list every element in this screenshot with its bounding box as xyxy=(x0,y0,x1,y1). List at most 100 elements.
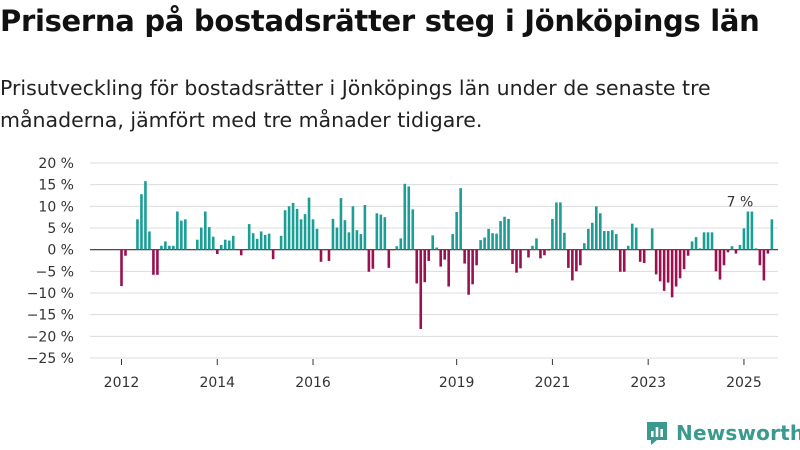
bar xyxy=(363,205,367,250)
x-tick-label: 2014 xyxy=(199,375,235,391)
bar xyxy=(455,211,458,250)
newsworthy-logo[interactable]: Newsworthy xyxy=(645,418,800,448)
bar xyxy=(351,206,355,250)
bar xyxy=(307,197,311,250)
bar xyxy=(682,249,686,270)
bar xyxy=(750,211,754,250)
bar xyxy=(443,249,446,260)
bar xyxy=(327,249,331,261)
bar xyxy=(387,249,391,268)
bar xyxy=(587,228,590,250)
bar xyxy=(702,232,706,250)
bar xyxy=(419,249,423,329)
bar xyxy=(231,235,235,250)
bar xyxy=(535,238,538,250)
bar xyxy=(670,249,674,298)
bar xyxy=(722,249,726,266)
bar xyxy=(383,217,387,250)
x-tick-label: 2025 xyxy=(726,375,762,391)
y-tick-label: −15 % xyxy=(27,308,74,324)
bar xyxy=(227,240,231,250)
bar xyxy=(176,211,179,250)
bar xyxy=(311,219,315,250)
bar xyxy=(658,249,662,282)
bar xyxy=(583,243,586,250)
bar xyxy=(403,183,407,250)
bar xyxy=(710,232,714,250)
bar xyxy=(579,249,582,266)
bar xyxy=(315,228,319,250)
bar xyxy=(527,249,530,258)
bar xyxy=(239,249,243,256)
bar xyxy=(467,249,470,295)
bar xyxy=(124,249,127,256)
bar xyxy=(367,249,371,272)
bar xyxy=(263,234,267,250)
bar xyxy=(599,213,602,250)
bar xyxy=(770,219,774,250)
bar xyxy=(303,214,307,250)
bar xyxy=(319,249,323,262)
bar xyxy=(335,227,339,250)
bar xyxy=(666,249,670,283)
y-tick-label: −25 % xyxy=(27,351,74,367)
bar xyxy=(738,244,742,250)
bar xyxy=(395,246,399,250)
bar xyxy=(347,232,351,250)
x-tick-label: 2016 xyxy=(295,375,331,391)
annotation: 7 % xyxy=(727,194,754,210)
newsworthy-logo-text: Newsworthy xyxy=(676,421,800,445)
y-tick-label: 5 % xyxy=(47,221,74,237)
x-tick-label: 2019 xyxy=(439,375,475,391)
bar xyxy=(638,249,642,262)
bar xyxy=(164,241,167,250)
bar xyxy=(730,246,734,250)
bar xyxy=(742,228,746,250)
y-tick-label: −5 % xyxy=(36,264,74,280)
bar xyxy=(160,245,163,250)
bar xyxy=(411,209,415,250)
bar xyxy=(766,249,770,254)
bar xyxy=(515,249,518,273)
y-axis: 20 % 15 % 10 % 5 % 0 % −5 % −10 % −15 % −20 % −25… xyxy=(27,156,74,367)
bar xyxy=(654,249,658,275)
bar xyxy=(606,231,610,250)
bar xyxy=(690,241,694,250)
bar xyxy=(136,219,139,250)
bar xyxy=(407,186,411,250)
bar xyxy=(291,202,295,250)
bar xyxy=(543,249,546,256)
bar xyxy=(251,233,255,250)
bar xyxy=(523,249,526,251)
bar xyxy=(575,249,578,272)
bar xyxy=(495,233,498,250)
bar xyxy=(686,249,690,256)
bar xyxy=(287,206,291,250)
bar xyxy=(487,228,490,250)
bar xyxy=(180,220,183,250)
bar xyxy=(754,248,758,250)
bar xyxy=(746,211,750,250)
bar xyxy=(168,245,171,250)
bar xyxy=(339,198,343,250)
x-tick-label: 2012 xyxy=(104,375,140,391)
bars xyxy=(120,181,774,329)
y-tick-label: −20 % xyxy=(27,329,74,345)
bar xyxy=(595,206,598,250)
bar xyxy=(610,230,614,250)
bar xyxy=(622,249,626,272)
bar xyxy=(152,249,155,275)
bar xyxy=(343,220,347,250)
y-tick-label: 10 % xyxy=(38,199,74,215)
bar xyxy=(144,181,147,250)
bar xyxy=(427,249,431,261)
bar xyxy=(431,235,435,250)
bar xyxy=(371,249,375,269)
newsworthy-logo-icon xyxy=(647,422,667,445)
x-tick-label: 2021 xyxy=(535,375,571,391)
bar xyxy=(503,216,506,250)
bar xyxy=(156,249,159,275)
bar xyxy=(571,249,574,281)
bar xyxy=(559,202,562,250)
bar xyxy=(447,249,450,287)
